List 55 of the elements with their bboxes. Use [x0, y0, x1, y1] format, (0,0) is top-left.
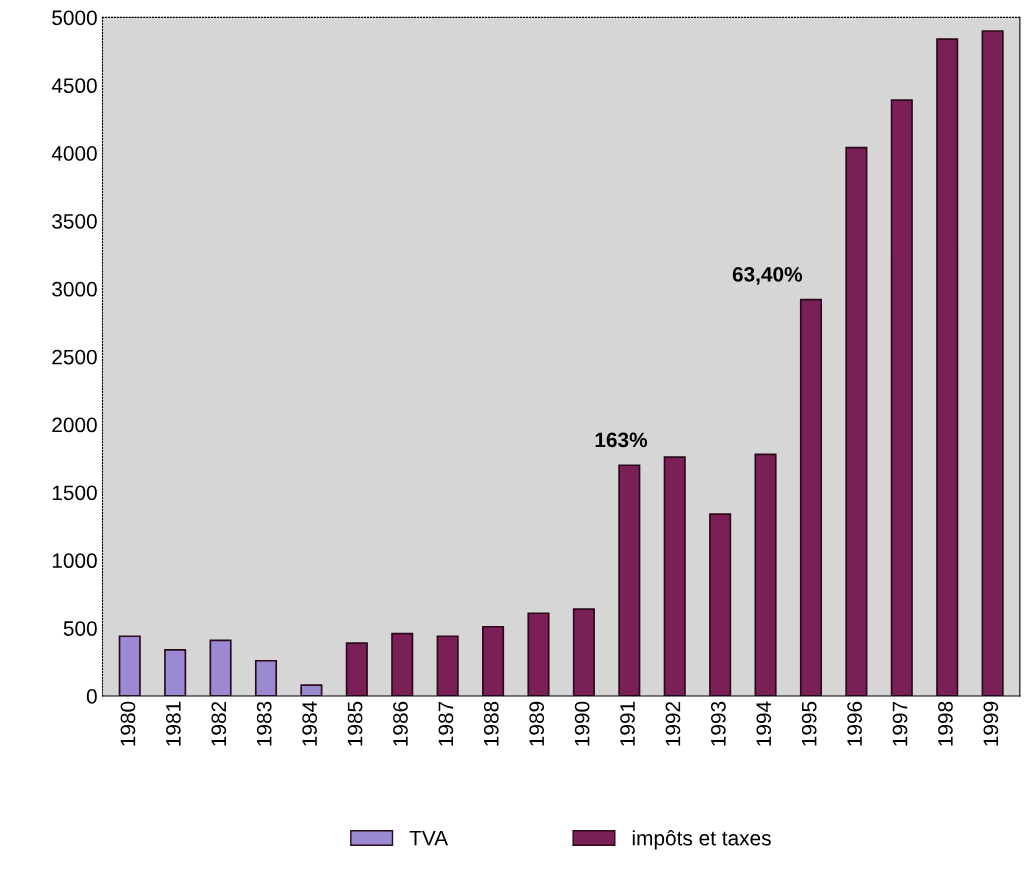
x-tick-label: 1999 [983, 701, 999, 746]
x-tick-label: 1994 [756, 701, 772, 746]
bar [391, 632, 414, 696]
y-tick-label: 5000 [52, 10, 97, 26]
x-tick-label: 1984 [302, 701, 317, 746]
x-tick-label: 1988 [483, 701, 499, 746]
x-tick-label: 1991 [620, 701, 635, 746]
bar [254, 659, 278, 696]
x-tick-label: 1990 [574, 701, 590, 746]
bar [572, 608, 595, 696]
x-tick-label: 1993 [710, 701, 726, 746]
legend-label: TVA [409, 830, 449, 846]
x-tick-label: 1989 [529, 701, 545, 746]
x-tick-label: 1987 [438, 701, 454, 746]
y-tick-label: 4000 [51, 146, 97, 161]
bar [936, 38, 959, 696]
y-tick-label: 500 [63, 621, 97, 636]
y-tick-label: 4500 [51, 78, 97, 94]
x-tick-label: 1985 [347, 701, 363, 746]
bar [981, 30, 1004, 696]
x-tick-label: 1992 [665, 701, 681, 746]
annotation: 163% [595, 432, 648, 448]
y-tick-label: 3500 [52, 213, 97, 229]
y-tick-label: 3000 [52, 281, 97, 297]
bar [845, 146, 868, 696]
bar [890, 99, 913, 696]
y-tick-label: 1500 [52, 485, 97, 501]
annotation: 63,40% [732, 266, 803, 285]
y-tick-label: 2500 [52, 349, 97, 365]
bar [436, 635, 459, 696]
x-tick-label: 1981 [166, 701, 181, 746]
bar [482, 625, 505, 696]
bar [709, 513, 732, 696]
y-tick-label: 1000 [52, 553, 97, 569]
x-tick-label: 1983 [256, 701, 272, 746]
x-tick-label: 1995 [801, 701, 817, 746]
bar [300, 684, 323, 696]
bar [209, 639, 232, 696]
x-tick-label: 1986 [393, 701, 408, 746]
bar [754, 453, 777, 696]
bar [164, 649, 187, 696]
y-tick-label: 2000 [52, 417, 97, 433]
bar [345, 642, 368, 696]
x-tick-label: 1998 [938, 701, 953, 746]
legend-label: impôts et taxes [632, 830, 771, 850]
x-tick-label: 1997 [892, 701, 908, 746]
bar [618, 464, 641, 696]
bar [527, 612, 550, 696]
x-tick-label: 1982 [211, 701, 227, 746]
bar [663, 456, 686, 696]
x-tick-label: 1980 [120, 701, 136, 746]
bar [799, 298, 823, 696]
bar [118, 635, 141, 696]
x-tick-label: 1996 [847, 701, 862, 746]
y-tick-label: 0 [86, 689, 97, 704]
